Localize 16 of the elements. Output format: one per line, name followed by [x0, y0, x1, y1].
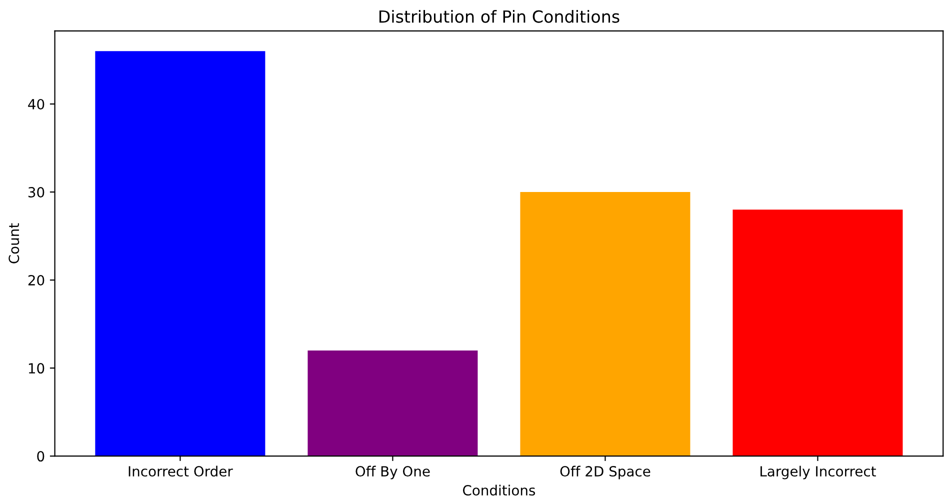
y-tick-label: 10: [28, 363, 44, 374]
x-tick-label: Largely Incorrect: [760, 466, 876, 480]
bar: [520, 192, 690, 456]
bar: [308, 350, 478, 456]
x-tick-label: Off By One: [356, 466, 430, 480]
y-tick-label: 30: [28, 186, 44, 198]
bar: [95, 51, 266, 456]
x-tick-label: Incorrect Order: [128, 466, 233, 477]
x-tick-label: Off 2D Space: [560, 466, 650, 480]
x-axis-title: Conditions: [462, 484, 536, 496]
y-axis-title: Count: [8, 223, 20, 264]
y-tick-label: 20: [28, 275, 44, 286]
y-tick-label: 40: [28, 98, 44, 110]
chart-title: Distribution of Pin Conditions: [379, 10, 620, 23]
y-tick-label: 0: [37, 451, 44, 462]
bar: [732, 210, 903, 456]
